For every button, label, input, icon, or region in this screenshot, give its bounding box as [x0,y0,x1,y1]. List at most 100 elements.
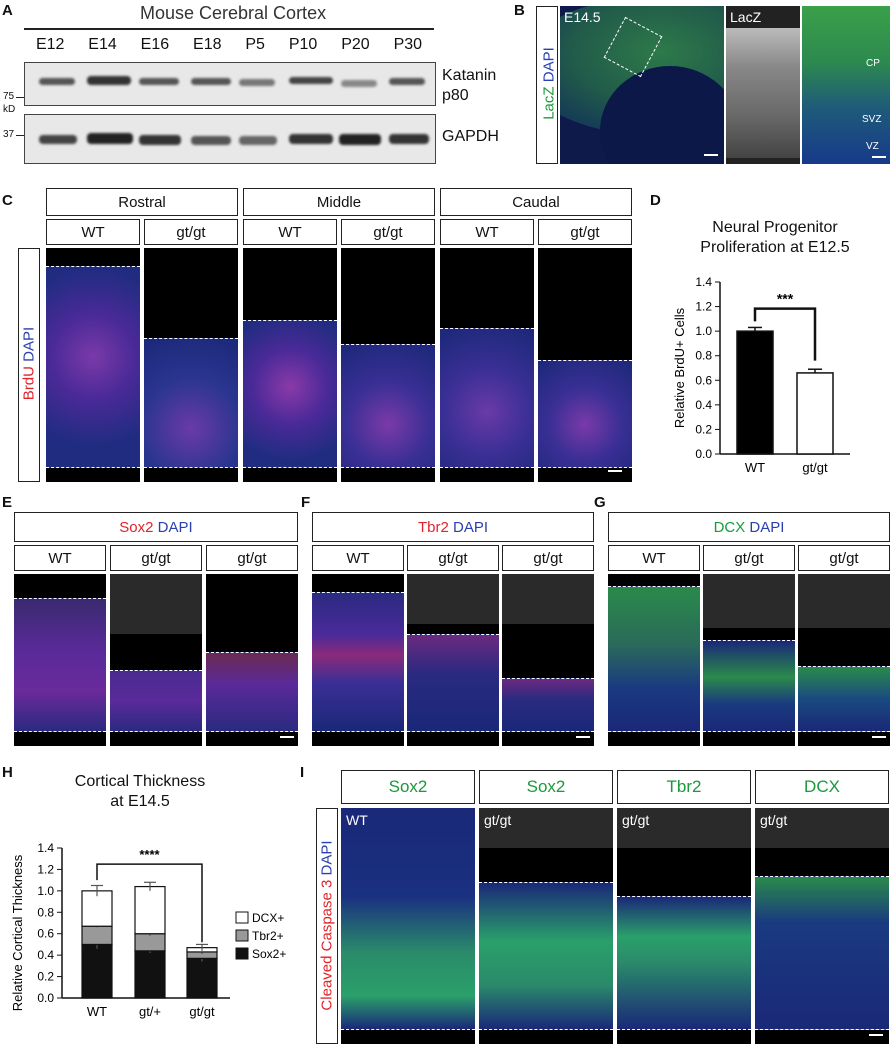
chart-d-plot: 0.0 0.2 0.4 0.6 0.8 1.0 1.2 1.4 Relative BrdU+ C… [672,275,850,475]
micrograph-i-sox2-wt: WT [341,808,475,1044]
chart-d-title: Neural Progenitor Proliferation at E12.5 [660,218,890,258]
stacked-bar-segment [81,943,113,999]
y-tick-label: 0.4 [37,948,54,962]
stacked-bar-segment [134,933,166,952]
y-tick-label: 0.6 [37,927,54,941]
panel-g-stain-header: DCX DAPI [608,512,890,542]
marker-75: 75 [3,91,15,102]
katanin-blot [24,62,436,106]
micrograph-c-caudal-wt [440,248,534,482]
genotype-g: gt/gt [798,545,890,571]
x-tick-label: gt/+ [139,1004,161,1019]
region-middle: Middle [243,188,435,216]
region-rostral: Rostral [46,188,238,216]
micrograph-c-caudal-gtgt [538,248,632,482]
micrograph-e-wt [14,574,106,746]
panel-i-stain-label: Cleaved Caspase 3 DAPI [316,808,338,1044]
stacked-bar-segment [81,890,113,927]
lane-label: E14 [88,36,117,53]
stain-dapi: DAPI [20,326,38,362]
blot-title: Mouse Cerebral Cortex [140,3,327,23]
panel-c-stain-label: BrdU DAPI [18,248,40,482]
micrograph-g-gtgt-2 [798,574,890,746]
micrograph-e-gtgt-1 [110,574,202,746]
y-tick-label: 1.2 [37,862,54,876]
layer-svz: SVZ [862,114,882,125]
panel-label-c: C [2,192,13,209]
genotype-c: WT [440,219,534,245]
micrograph-g-wt [608,574,700,746]
micrograph-f-gtgt-2 [502,574,594,746]
marker-i: Sox2 [479,770,613,804]
genotype-c: WT [46,219,140,245]
stain-brdu: BrdU [20,366,38,401]
stain-dapi: DAPI [749,518,785,536]
y-tick-label: 0.2 [695,422,712,436]
panel-label-b: B [514,2,525,19]
marker-i: DCX [755,770,889,804]
stain-dapi: DAPI [453,518,489,536]
stain-dapi: DAPI [540,47,558,83]
micrograph-i-dcx-gtgt: gt/gt [755,808,889,1044]
blot-title-line [24,28,434,30]
micrograph-c-middle-wt [243,248,337,482]
micrograph-i-sox2-gtgt: gt/gt [479,808,613,1044]
genotype-e: gt/gt [110,545,202,571]
y-tick-label: 0.8 [695,349,712,363]
lane-label: E18 [193,36,222,53]
stain-sox2: Sox2 [119,518,154,536]
x-tick-label: WT [745,460,765,475]
micrograph-c-rostral-wt [46,248,140,482]
chart-d-title-line1: Neural Progenitor [712,219,838,236]
gapdh-label: GAPDH [442,128,499,145]
micrograph-g-gtgt-1 [703,574,795,746]
legend-label: DCX+ [252,911,284,925]
chart-h-title: Cortical Thickness at E14.5 [40,772,240,812]
stain-tbr2: Tbr2 [417,518,449,536]
chart-h-title-line1: Cortical Thickness [74,773,206,790]
panel-label-d: D [650,192,661,209]
stain-cleaved-caspase3: Cleaved Caspase 3 [318,879,336,1011]
katanin-label-line1: Katanin [442,67,497,84]
chart-d-title-line2: Proliferation at E12.5 [700,239,850,256]
legend-swatch [235,947,249,960]
lane-label: P10 [288,36,318,53]
lane-label: P5 [245,36,265,53]
panel-f-stain-header: Tbr2 DAPI [312,512,594,542]
y-tick-label: 0.2 [37,970,54,984]
stain-dapi: DAPI [157,518,193,536]
lane-labels: E12 E14 E16 E18 P5 P10 P20 P30 [24,36,434,58]
y-tick-label: 1.4 [695,275,712,289]
legend-label: Tbr2+ [252,929,284,943]
stain-lacz: LacZ [540,86,558,120]
genotype-i: gt/gt [760,812,788,828]
y-tick-label: 0.4 [695,398,712,412]
micrograph-f-gtgt-1 [407,574,499,746]
genotype-g: gt/gt [703,545,795,571]
bar [796,372,834,455]
genotype-f: gt/gt [502,545,594,571]
x-tick-label: gt/gt [802,460,828,475]
chart-d: Neural Progenitor Proliferation at E12.5… [650,190,891,490]
chart-h: Cortical Thickness at E14.5 0.0 0.2 0.4 0.6… [0,760,300,1050]
panel-e-stain-header: Sox2 DAPI [14,512,298,542]
region-caudal: Caudal [440,188,632,216]
bar [736,330,774,455]
micrograph-f-wt [312,574,404,746]
marker-i: Tbr2 [617,770,751,804]
katanin-label-line2: p80 [442,87,469,104]
age-label: E14.5 [564,9,601,25]
x-tick-label: WT [87,1004,107,1019]
katanin-label: Katanin p80 [442,66,496,106]
x-tick-label: gt/gt [189,1004,215,1019]
genotype-e: WT [14,545,106,571]
panel-label-h: H [2,764,13,781]
genotype-i: gt/gt [622,812,650,828]
panel-b-overview-image: E14.5 [560,6,724,164]
y-tick-label: 0.8 [37,905,54,919]
micrograph-i-tbr2-gtgt: gt/gt [617,808,751,1044]
panel-a: Mouse Cerebral Cortex E12 E14 E16 E18 P5… [0,0,510,180]
panel-label-g: G [594,494,606,511]
genotype-f: WT [312,545,404,571]
genotype-g: WT [608,545,700,571]
